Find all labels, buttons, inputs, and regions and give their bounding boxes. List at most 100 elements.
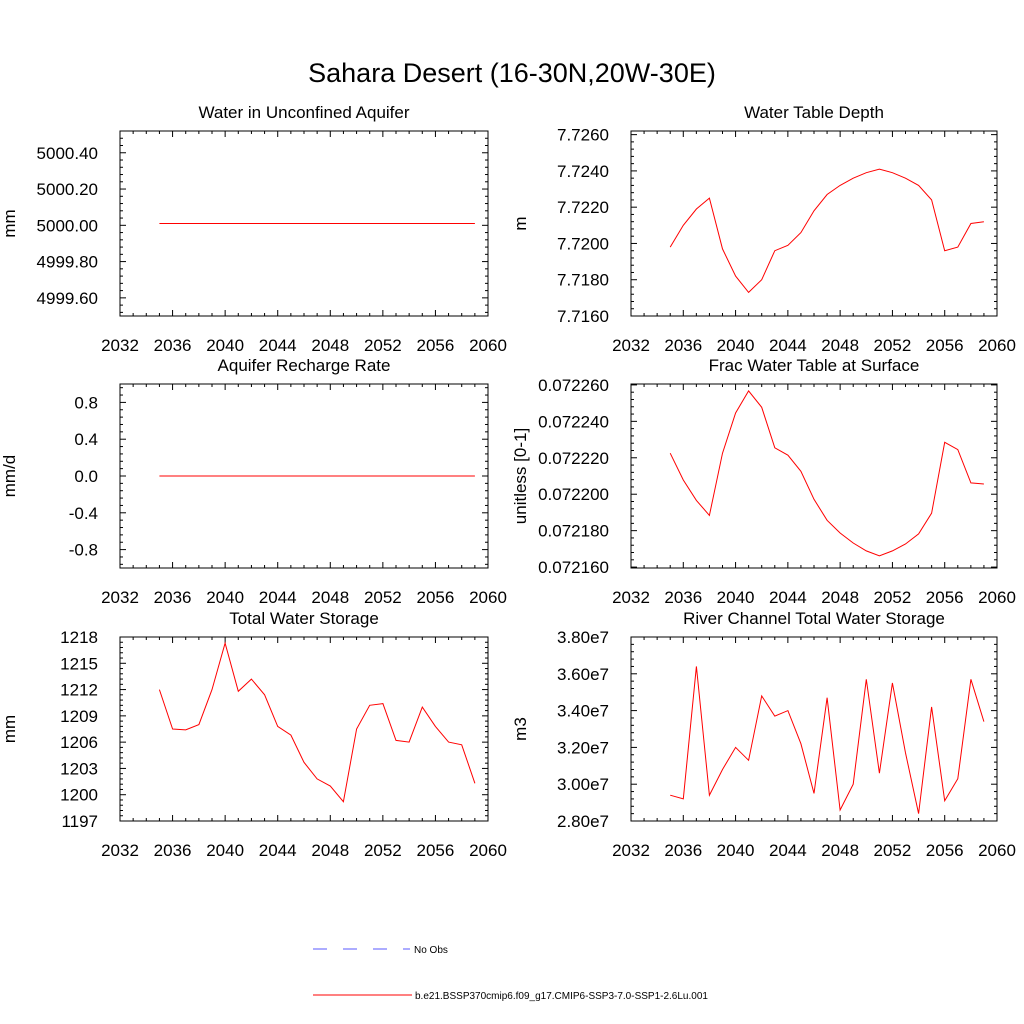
- x-tick-label: 2052: [364, 588, 402, 607]
- y-tick-label: 1218: [60, 628, 98, 647]
- panel-water-table-depth: Water Table Depth m 2032 2036 2040 2044 2048 20…: [511, 103, 1016, 355]
- y-tick-label: 0.072260: [538, 376, 609, 395]
- x-tick-label: 2036: [154, 841, 192, 860]
- x-tick-label: 2060: [978, 336, 1016, 355]
- x-tick-label: 2036: [154, 588, 192, 607]
- y-tick-label: 3.20e7: [557, 738, 609, 757]
- x-tick-label: 2036: [154, 336, 192, 355]
- y-tick-label: 0.8: [74, 393, 98, 412]
- x-tick-label: 2048: [821, 841, 859, 860]
- y-tick-label: 5000.00: [37, 216, 98, 235]
- y-tick-label: 7.7180: [557, 271, 609, 290]
- plot-frame: [630, 383, 998, 569]
- x-tick-label: 2044: [769, 841, 807, 860]
- y-tick-label: 1203: [60, 759, 98, 778]
- x-tick-label: 2060: [978, 588, 1016, 607]
- x-tick-label: 2056: [926, 841, 964, 860]
- x-tick-label: 2032: [101, 336, 139, 355]
- y-tick-label: 2.80e7: [557, 812, 609, 831]
- y-tick-label: 1200: [60, 786, 98, 805]
- x-tick-label: 2036: [664, 841, 702, 860]
- y-tick-label: 7.7160: [557, 307, 609, 326]
- y-tick-label: 3.80e7: [557, 628, 609, 647]
- legend-label-model-run: b.e21.BSSP370cmip6.f09_g17.CMIP6-SSP3-7.…: [415, 991, 708, 1002]
- x-tick-label: 2060: [469, 588, 507, 607]
- y-tick-label: 0.4: [74, 430, 98, 449]
- y-axis-label: m3: [511, 717, 530, 741]
- panel-title: River Channel Total Water Storage: [683, 609, 945, 628]
- y-tick-label: 0.072240: [538, 412, 609, 431]
- y-tick-label: 0.0: [74, 467, 98, 486]
- y-axis-label: m: [511, 216, 530, 230]
- y-axis-label: unitless [0-1]: [511, 428, 530, 524]
- x-tick-label: 2044: [259, 336, 297, 355]
- y-tick-label: 1197: [61, 812, 98, 831]
- x-tick-label: 2056: [926, 588, 964, 607]
- panel-total-water-storage: Total Water Storage mm 2032 2036 2040 2044 204…: [0, 609, 507, 860]
- y-tick-label: 0.072220: [538, 449, 609, 468]
- x-tick-label: 2060: [469, 336, 507, 355]
- x-tick-label: 2044: [769, 588, 807, 607]
- panel-title: Water Table Depth: [744, 103, 884, 122]
- legend-label-no-obs: No Obs: [414, 945, 448, 956]
- plot-frame: [630, 130, 998, 317]
- x-tick-label: 2040: [717, 588, 755, 607]
- x-tick-label: 2060: [978, 841, 1016, 860]
- panel-title: Total Water Storage: [229, 609, 379, 628]
- panels: Water in Unconfined Aquifer mm 2032 2036 204…: [0, 103, 1016, 860]
- legend: No Obs b.e21.BSSP370cmip6.f09_g17.CMIP6-…: [313, 945, 708, 1002]
- y-tick-label: 0.072200: [538, 485, 609, 504]
- y-tick-label: 7.7260: [557, 126, 609, 145]
- y-tick-label: 7.7200: [557, 234, 609, 253]
- panel-title: Frac Water Table at Surface: [709, 356, 920, 375]
- x-tick-label: 2040: [717, 841, 755, 860]
- y-tick-label: 1209: [60, 707, 98, 726]
- y-tick-label: 0.072160: [538, 558, 609, 577]
- series-line-water-table-depth: [669, 168, 984, 294]
- y-axis-label: mm: [0, 209, 19, 237]
- x-tick-label: 2044: [259, 841, 297, 860]
- x-tick-label: 2036: [664, 588, 702, 607]
- y-tick-label: 4999.60: [37, 289, 98, 308]
- panel-title: Aquifer Recharge Rate: [218, 356, 391, 375]
- x-tick-label: 2048: [311, 841, 349, 860]
- x-tick-label: 2048: [311, 336, 349, 355]
- figure-title: Sahara Desert (16-30N,20W-30E): [308, 58, 716, 88]
- y-tick-label: 7.7220: [557, 198, 609, 217]
- y-tick-label: 4999.80: [37, 253, 98, 272]
- series-line-river-channel-total-water-storage: [670, 666, 985, 814]
- x-tick-label: 2056: [417, 588, 455, 607]
- y-tick-label: 0.072180: [538, 522, 609, 541]
- legend-item-no-obs: No Obs: [313, 945, 448, 956]
- y-axis-label: mm: [0, 715, 19, 743]
- panel-title: Water in Unconfined Aquifer: [198, 103, 409, 122]
- legend-item-model-run: b.e21.BSSP370cmip6.f09_g17.CMIP6-SSP3-7.…: [313, 991, 708, 1002]
- x-tick-label: 2040: [717, 336, 755, 355]
- x-tick-label: 2040: [206, 841, 244, 860]
- x-tick-label: 2032: [612, 841, 650, 860]
- panel-water-in-unconfined-aquifer: Water in Unconfined Aquifer mm 2032 2036 204…: [0, 103, 507, 355]
- x-tick-label: 2040: [206, 336, 244, 355]
- x-tick-label: 2032: [612, 588, 650, 607]
- y-tick-label: 1212: [60, 681, 98, 700]
- y-axis-label: mm/d: [0, 455, 19, 498]
- x-tick-label: 2060: [469, 841, 507, 860]
- x-tick-label: 2044: [769, 336, 807, 355]
- y-tick-label: 1206: [60, 733, 98, 752]
- panel-frac-water-table-at-surface: Frac Water Table at Surface unitless [0-1…: [511, 356, 1016, 607]
- y-tick-label: 3.00e7: [557, 775, 609, 794]
- x-tick-label: 2056: [417, 841, 455, 860]
- x-tick-label: 2032: [101, 588, 139, 607]
- y-tick-label: 7.7240: [557, 162, 609, 181]
- x-tick-label: 2052: [874, 841, 912, 860]
- y-tick-label: 3.60e7: [557, 665, 609, 684]
- x-tick-label: 2052: [874, 588, 912, 607]
- x-tick-label: 2040: [206, 588, 244, 607]
- y-tick-label: -0.8: [69, 541, 98, 560]
- x-tick-label: 2052: [874, 336, 912, 355]
- series-line-frac-water-table-at-surface: [669, 390, 984, 557]
- x-tick-label: 2036: [664, 336, 702, 355]
- x-tick-label: 2032: [612, 336, 650, 355]
- y-tick-label: 5000.40: [37, 144, 98, 163]
